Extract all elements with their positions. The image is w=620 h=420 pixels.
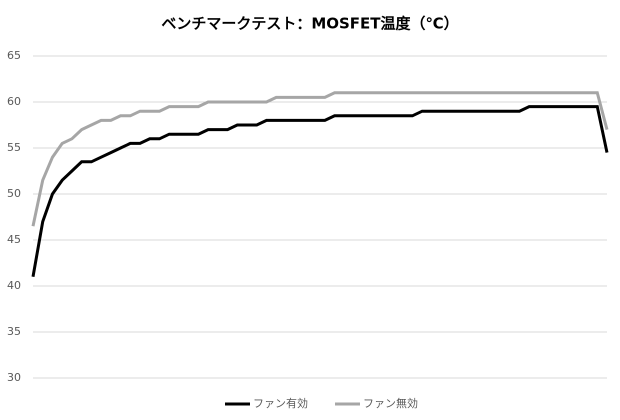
y-tick-label: 30 [7,371,21,384]
y-tick-label: 60 [7,95,21,108]
y-tick-label: 40 [7,279,21,292]
y-tick-label: 50 [7,187,21,200]
y-tick-label: 55 [7,141,21,154]
series-line [31,91,609,227]
y-tick-label: 65 [7,49,21,62]
chart-title: ベンチマークテスト：MOSFET温度（℃） [161,15,458,33]
series-line [31,105,609,278]
legend-label: ファン無効 [363,396,418,410]
y-tick-label: 45 [7,233,21,246]
y-tick-label: 35 [7,325,21,338]
legend-label: ファン有効 [253,396,308,410]
